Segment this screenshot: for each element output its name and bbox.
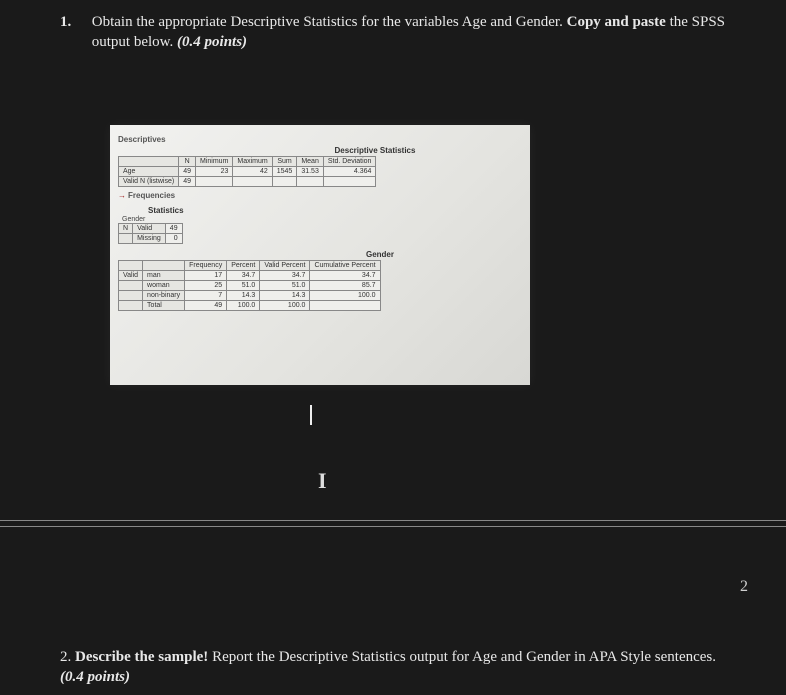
descriptives-label: Descriptives [118, 135, 522, 144]
gender-title: Gender [238, 250, 522, 259]
question-1: 1. Obtain the appropriate Descriptive St… [0, 0, 786, 53]
table-row: woman 25 51.0 51.0 85.7 [119, 281, 381, 291]
desc-stats-table: N Minimum Maximum Sum Mean Std. Deviatio… [118, 156, 376, 187]
q1-text-a: Obtain the appropriate Descriptive Stati… [92, 14, 567, 30]
q1-points: (0.4 points) [177, 34, 247, 50]
table-row: Total 49 100.0 100.0 [119, 301, 381, 311]
page-number: 2 [740, 578, 748, 596]
statistics-sub: Gender [122, 216, 522, 223]
gender-table: Frequency Percent Valid Percent Cumulati… [118, 260, 381, 311]
divider [0, 526, 786, 527]
table-row: Valid N (listwise) 49 [119, 177, 376, 187]
q1-number: 1. [60, 12, 88, 32]
table-row: non-binary 7 14.3 14.3 100.0 [119, 291, 381, 301]
q1-body: Obtain the appropriate Descriptive Stati… [92, 12, 726, 53]
q2-rest: Report the Descriptive Statistics output… [208, 649, 716, 665]
statistics-table: N Valid 49 Missing 0 [118, 223, 183, 244]
frequencies-label: →Frequencies [118, 191, 522, 200]
desc-stats-title: Descriptive Statistics [228, 146, 522, 155]
table-row: Missing 0 [119, 234, 183, 244]
table-row: Age 49 23 42 1545 31.53 4.364 [119, 167, 376, 177]
table-row: Frequency Percent Valid Percent Cumulati… [119, 261, 381, 271]
table-row: N Valid 49 [119, 224, 183, 234]
statistics-title: Statistics [148, 206, 522, 215]
table-row: N Minimum Maximum Sum Mean Std. Deviatio… [119, 157, 376, 167]
question-2: 2. Describe the sample! Report the Descr… [60, 648, 726, 687]
gender-block: Gender Frequency Percent Valid Percent C… [118, 250, 522, 311]
descriptive-statistics-block: Descriptive Statistics N Minimum Maximum… [118, 146, 522, 187]
q2-prefix: 2. [60, 649, 75, 665]
table-row: Valid man 17 34.7 34.7 34.7 [119, 271, 381, 281]
divider [0, 520, 786, 521]
text-cursor-icon [310, 405, 312, 425]
q2-bold: Describe the sample! [75, 649, 208, 665]
spss-output-panel: Descriptives Descriptive Statistics N Mi… [110, 125, 530, 385]
ibeam-cursor-icon: I [318, 468, 327, 494]
q1-text-b: Copy and paste [567, 14, 666, 30]
q2-points: (0.4 points) [60, 669, 130, 685]
arrow-icon: → [118, 191, 128, 200]
statistics-block: Statistics Gender N Valid 49 Missing 0 [118, 206, 522, 244]
